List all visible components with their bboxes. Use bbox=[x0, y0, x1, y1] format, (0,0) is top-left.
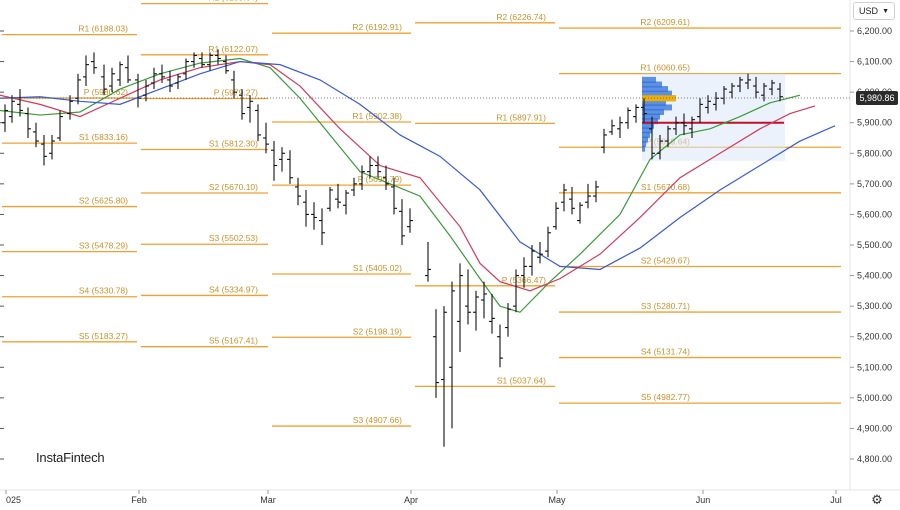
y-tick-label: 6,100.00 bbox=[857, 57, 892, 67]
pivot-label: S4 (5131.74) bbox=[641, 347, 690, 357]
pivot-label: S3 (4907.66) bbox=[353, 415, 402, 425]
pivot-label: S1 (5037.64) bbox=[497, 375, 546, 385]
pivot-label: R1 (5897.91) bbox=[496, 112, 546, 122]
pivot-label: S4 (5334.97) bbox=[209, 284, 258, 294]
pivot-label: R1 (6188.03) bbox=[78, 24, 128, 34]
gear-icon[interactable]: ⚙ bbox=[871, 492, 883, 508]
y-tick-label: 5,500.00 bbox=[857, 240, 892, 250]
x-tick-label: 025 bbox=[6, 495, 21, 505]
y-tick-label: 5,100.00 bbox=[857, 362, 892, 372]
x-tick-label: Jun bbox=[696, 495, 711, 505]
volume-profile-bar bbox=[642, 145, 645, 152]
y-tick-label: 5,200.00 bbox=[857, 332, 892, 342]
pivot-label: P (5980.62) bbox=[84, 87, 128, 97]
volume-profile-bar bbox=[642, 90, 672, 97]
pivot-label: S2 (5625.80) bbox=[79, 196, 128, 206]
pivot-label: R1 (6060.65) bbox=[640, 63, 690, 73]
y-tick-label: 5,300.00 bbox=[857, 301, 892, 311]
volume-profile-bar bbox=[642, 81, 662, 88]
volume-profile-bar bbox=[642, 141, 646, 148]
volume-profile-bar bbox=[642, 136, 648, 143]
y-tick-label: 5,900.00 bbox=[857, 118, 892, 128]
volume-profile-bar bbox=[642, 113, 660, 120]
pivot-label: S4 (5330.78) bbox=[79, 286, 128, 296]
pivot-label: S2 (5198.19) bbox=[353, 326, 402, 336]
volume-profile-bar bbox=[642, 99, 666, 106]
y-tick-label: 4,800.00 bbox=[857, 454, 892, 464]
pivot-label: S5 (4982.77) bbox=[641, 392, 690, 402]
pivot-label: S2 (5429.67) bbox=[641, 256, 690, 266]
volume-profile-bar bbox=[642, 76, 656, 83]
pivot-label: R2 (6192.91) bbox=[352, 22, 402, 32]
volume-profile-bar bbox=[642, 127, 652, 134]
x-tick-label: Feb bbox=[131, 495, 147, 505]
volume-profile-bar bbox=[642, 131, 650, 138]
volume-poc-bar bbox=[642, 95, 676, 102]
pivot-label: S1 (5833.16) bbox=[79, 132, 128, 142]
pivot-label: R2 (6226.74) bbox=[496, 12, 546, 22]
volume-profile-bar bbox=[642, 86, 668, 93]
y-tick-label: 4,900.00 bbox=[857, 423, 892, 433]
pivot-label: S1 (5812.30) bbox=[209, 139, 258, 149]
instafintech-logo: InstaFintech bbox=[33, 448, 108, 467]
y-tick-label: 5,000.00 bbox=[857, 393, 892, 403]
x-tick-label: Mar bbox=[260, 495, 276, 505]
volume-profile-bar bbox=[642, 118, 658, 125]
y-tick-label: 6,200.00 bbox=[857, 26, 892, 36]
pivot-label: S3 (5502.53) bbox=[209, 233, 258, 243]
chevron-down-icon: ▼ bbox=[882, 7, 889, 15]
volume-profile-bar bbox=[642, 104, 672, 111]
y-tick-label: 5,600.00 bbox=[857, 209, 892, 219]
ma-slow-line bbox=[0, 60, 836, 271]
pivot-label: S5 (5167.41) bbox=[209, 336, 258, 346]
ma-fast-line bbox=[0, 57, 801, 313]
y-tick-label: 5,400.00 bbox=[857, 271, 892, 281]
y-tick-label: 5,700.00 bbox=[857, 179, 892, 189]
x-tick-label: May bbox=[548, 495, 566, 505]
currency-label: USD bbox=[859, 6, 879, 16]
x-tick-label: Apr bbox=[404, 495, 418, 505]
pivot-label: S3 (5478.29) bbox=[79, 241, 128, 251]
pivot-label: R1 (5902.38) bbox=[352, 111, 402, 121]
pivot-label: S5 (5183.27) bbox=[79, 331, 128, 341]
y-tick-label: 5,800.00 bbox=[857, 148, 892, 158]
pivot-label: R2 (6289.64) bbox=[208, 0, 258, 3]
volume-profile-bar bbox=[642, 122, 654, 129]
x-tick-label: Jul bbox=[830, 495, 842, 505]
pivot-label: S3 (5280.71) bbox=[641, 301, 690, 311]
pivot-label: R2 (6209.61) bbox=[640, 17, 690, 27]
pivot-label: S2 (5670.10) bbox=[209, 182, 258, 192]
pivot-label: S1 (5405.02) bbox=[353, 263, 402, 273]
pivot-label: R1 (6122.07) bbox=[208, 44, 258, 54]
volume-profile-bar bbox=[642, 109, 664, 116]
last-price-tag: 5,980.86 bbox=[856, 91, 898, 105]
currency-selector[interactable]: USD ▼ bbox=[853, 2, 895, 20]
pivot-label: S1 (5670.68) bbox=[641, 182, 690, 192]
